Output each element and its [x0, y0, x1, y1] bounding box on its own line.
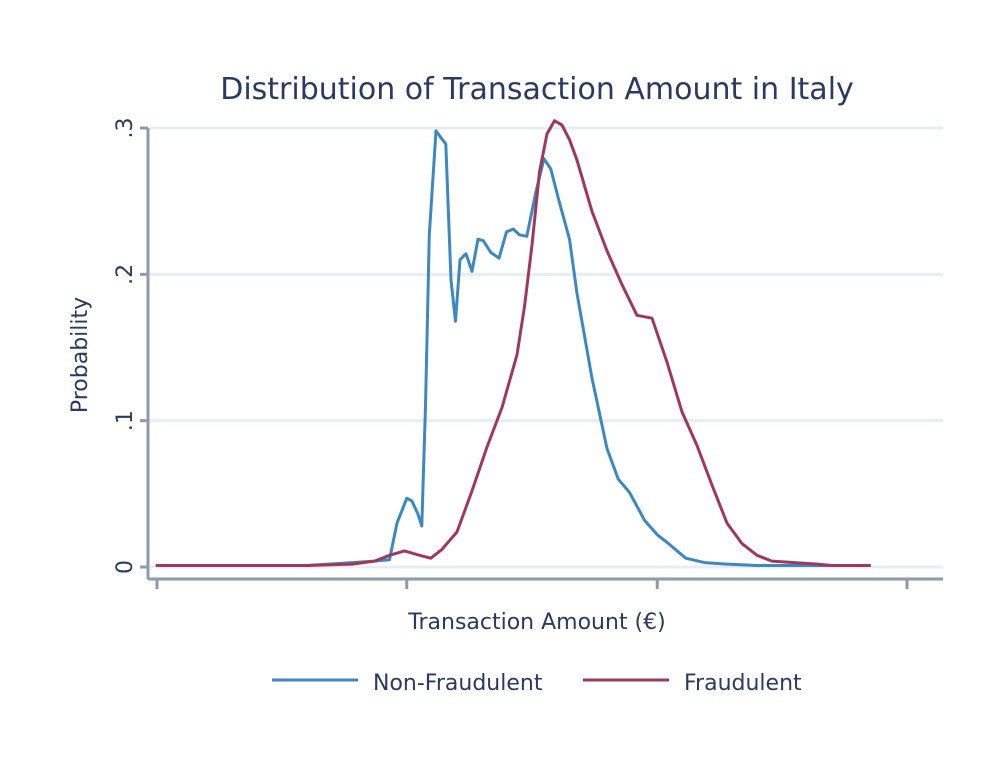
x-axis-label: Transaction Amount (€) [407, 610, 665, 635]
legend-label-non-fraudulent: Non-Fraudulent [373, 671, 543, 696]
grid-layer [148, 126, 943, 569]
y-tick-label-1: .1 [113, 410, 138, 431]
series-layer [155, 119, 871, 567]
legend-label-fraudulent: Fraudulent [684, 671, 802, 696]
series-line-non-fraudulent [155, 129, 871, 567]
legend: Non-Fraudulent Fraudulent [272, 671, 802, 696]
y-tick-label-2: .2 [113, 264, 138, 285]
y-tick-label-3: .3 [113, 118, 138, 139]
y-tick-label-0: 0 [113, 560, 138, 574]
axis-layer: 0 .1 .2 .3 [113, 118, 943, 589]
y-axis-label: Probability [68, 297, 93, 413]
chart-title: Distribution of Transaction Amount in It… [220, 72, 854, 107]
series-line-fraudulent [155, 119, 871, 567]
